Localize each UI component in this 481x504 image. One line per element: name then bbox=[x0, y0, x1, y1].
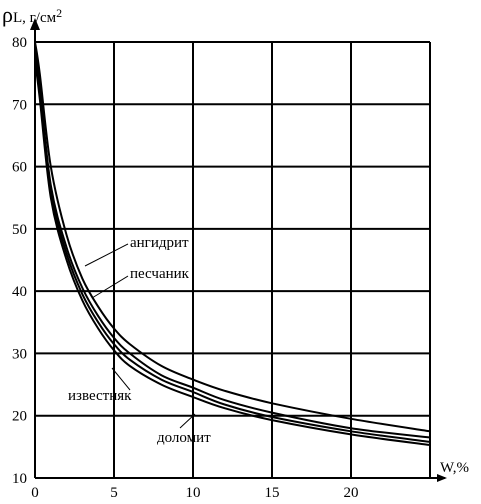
x-axis-label: W,% bbox=[440, 460, 469, 476]
x-tick-label: 15 bbox=[265, 485, 280, 501]
series-line bbox=[34, 41, 431, 433]
y-tick-label: 50 bbox=[12, 222, 27, 238]
y-tick-label: 30 bbox=[12, 346, 27, 362]
y-axis-label-sup: 2 bbox=[56, 6, 62, 20]
series-label: ангидрит bbox=[130, 235, 189, 251]
series-label: песчаник bbox=[130, 266, 190, 282]
y-axis-label-rho: ρ bbox=[2, 2, 13, 27]
x-tick-label: 20 bbox=[344, 485, 359, 501]
x-axis-arrow bbox=[437, 474, 447, 482]
y-tick-label: 10 bbox=[12, 471, 27, 487]
y-axis-arrow bbox=[30, 18, 40, 30]
x-tick-label: 5 bbox=[110, 485, 118, 501]
series-label-leader bbox=[111, 367, 131, 391]
series-line bbox=[34, 60, 431, 446]
grid bbox=[35, 41, 431, 478]
series-line bbox=[34, 48, 431, 439]
tick-labels: 0 5 10 15 20 10 20 30 40 50 60 70 80 bbox=[12, 35, 359, 501]
y-axis-label: ρL, г/см2 bbox=[2, 2, 62, 27]
series-label: известняк bbox=[68, 388, 132, 404]
axes bbox=[30, 18, 447, 482]
series-labels: ангидрит песчаник известняк доломит bbox=[68, 235, 211, 446]
y-tick-label: 20 bbox=[12, 409, 27, 425]
x-tick-label: 10 bbox=[186, 485, 201, 501]
series-lines bbox=[34, 41, 431, 446]
series-label-leader bbox=[84, 243, 129, 267]
y-tick-label: 80 bbox=[12, 35, 27, 51]
series-label-leader bbox=[91, 275, 129, 299]
series-label: доломит bbox=[157, 430, 211, 446]
x-tick-label: 0 bbox=[31, 485, 39, 501]
series-line bbox=[34, 54, 431, 443]
y-axis-label-text: L, г/см bbox=[13, 10, 57, 26]
y-tick-label: 70 bbox=[12, 97, 27, 113]
series-label-leader bbox=[179, 413, 196, 429]
y-tick-label: 60 bbox=[12, 160, 27, 176]
y-tick-label: 40 bbox=[12, 284, 27, 300]
